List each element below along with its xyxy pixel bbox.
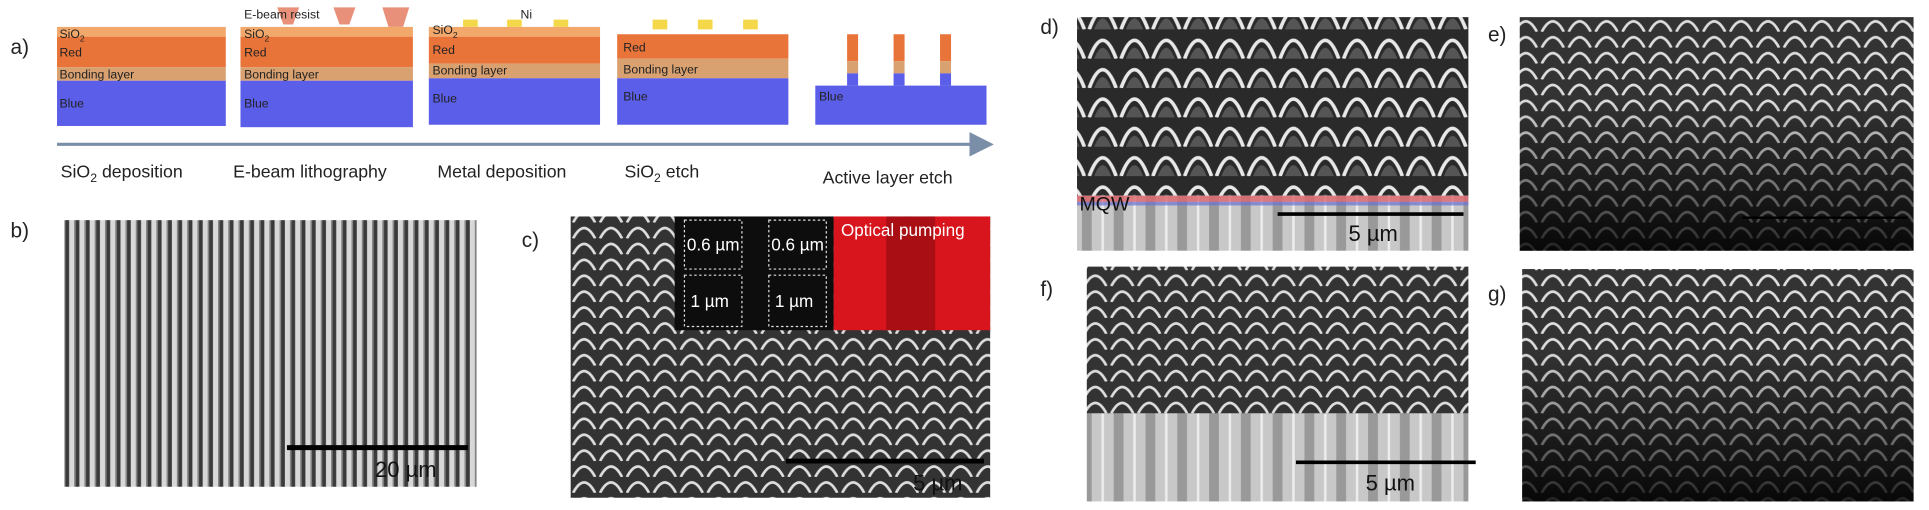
panel-label: g) [1488, 283, 1506, 306]
stack: SiO2 Ni Red Bonding layer Blue [428, 7, 601, 125]
layer-label: Bonding layer [432, 64, 507, 78]
layer [617, 34, 789, 59]
layer [428, 26, 601, 37]
text: SiO [244, 27, 264, 41]
mqw-band [1077, 195, 1469, 202]
pillar [847, 34, 952, 62]
panel-label: d) [1040, 16, 1058, 39]
layer [617, 58, 789, 79]
panel-label: b) [11, 219, 29, 242]
panel-label: c) [522, 229, 539, 252]
inset [674, 216, 834, 331]
layer-label: Red [623, 40, 646, 54]
sem-image [64, 220, 477, 487]
layer-label: Red [432, 43, 455, 57]
inset-label: 1 µm [775, 292, 813, 311]
inset-shade [886, 216, 936, 331]
panel-label: e) [1488, 24, 1506, 47]
layer-label: Blue [432, 92, 457, 106]
subscript: 2 [80, 34, 85, 44]
layer [815, 85, 987, 125]
text: SiO [61, 161, 91, 181]
scale-label: 5 µm [1366, 470, 1415, 495]
sem-image [1086, 413, 1469, 502]
metal [463, 19, 569, 27]
layer [57, 26, 226, 37]
layer-label: Red [244, 45, 267, 59]
text: SiO [625, 161, 655, 181]
panel-label: a) [11, 36, 29, 59]
sem-image [1086, 266, 1469, 414]
layer [240, 26, 413, 37]
text: etch [661, 161, 699, 181]
layer-label: Blue [59, 97, 84, 111]
sem-shade [1519, 17, 1914, 251]
step-label: SiO2 deposition [61, 161, 183, 185]
layer [57, 36, 226, 68]
layer [57, 67, 226, 81]
scale-label: 5 µm [1349, 221, 1398, 246]
text: deposition [97, 161, 183, 181]
subscript: 2 [654, 171, 661, 185]
sem-image [1077, 17, 1469, 196]
stack: Red Bonding layer Blue [617, 19, 789, 125]
layer [57, 80, 226, 126]
text: SiO [59, 27, 79, 41]
inset-boxes [683, 219, 827, 328]
inset-label: 0.6 µm [687, 236, 740, 255]
mqw-label: MQW [1079, 193, 1129, 215]
layer-label: SiO2 [432, 23, 457, 40]
subscript: 2 [265, 34, 270, 44]
step-label: SiO2 etch [625, 161, 700, 185]
inset-label: Optical pumping [841, 221, 965, 240]
layer-label: Blue [244, 97, 269, 111]
layer-label: Red [59, 45, 82, 59]
layer-label: SiO2 [59, 27, 84, 44]
stack: SiO2 Red Bonding layer Blue [57, 26, 226, 126]
layer [240, 67, 413, 81]
layer-label: SiO2 [244, 27, 269, 44]
layer-label: Bonding layer [623, 62, 698, 76]
metal [652, 19, 758, 30]
panel-label: f) [1040, 278, 1053, 301]
text: SiO [432, 23, 452, 37]
layer-label: E-beam resist [244, 7, 320, 21]
scale-label: 20 µm [375, 457, 437, 482]
step-label: Active layer etch [823, 167, 953, 187]
layer [617, 78, 789, 125]
subscript: 2 [453, 30, 458, 40]
layer-label: Ni [521, 7, 533, 21]
subscript: 2 [90, 171, 97, 185]
layer [428, 36, 601, 64]
inset-label: 1 µm [691, 292, 729, 311]
layer [428, 78, 601, 125]
layer-label: Blue [819, 89, 844, 103]
step-label: Metal deposition [437, 161, 566, 181]
mqw-band [1077, 201, 1469, 206]
stack: E-beam resist SiO2 Red Bonding layer Blu… [240, 7, 413, 128]
layer-label: Blue [623, 89, 648, 103]
resist [277, 7, 410, 27]
layer [428, 63, 601, 79]
step-label: E-beam lithography [233, 161, 387, 181]
layer [240, 80, 413, 128]
pillar [847, 61, 952, 74]
sem-shade [1522, 269, 1914, 502]
pillar [847, 73, 952, 86]
layer-label: Bonding layer [244, 67, 319, 81]
scale-label: 5 µm [913, 470, 962, 495]
inset-label: 0.6 µm [771, 236, 824, 255]
layer-label: Bonding layer [59, 67, 134, 81]
layer [240, 36, 413, 68]
stack: Blue [815, 34, 987, 125]
